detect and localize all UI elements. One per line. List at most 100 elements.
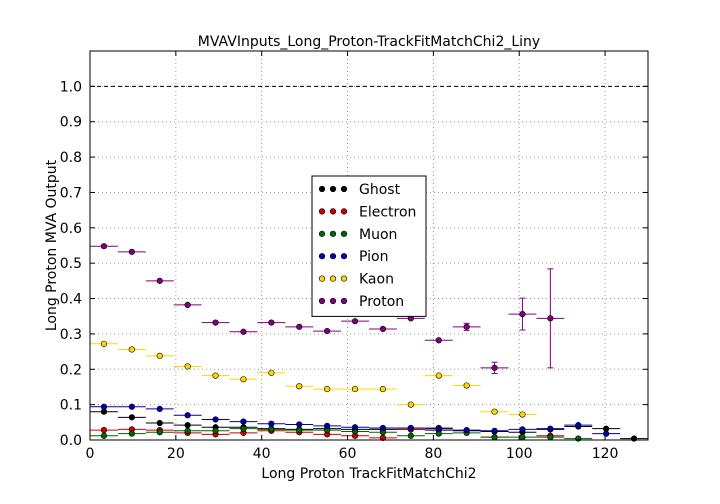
x-tick-label: 120: [592, 446, 619, 462]
data-point: [100, 340, 108, 347]
y-tick-label: 0.5: [60, 256, 82, 272]
data-point: [212, 372, 219, 379]
y-tick-label: 0.1: [60, 398, 82, 414]
data-point: [519, 311, 526, 318]
data-point: [128, 346, 135, 353]
legend-entry-proton: Proton: [318, 294, 404, 310]
data-point: [491, 427, 498, 434]
data-series: [90, 243, 648, 442]
legend-marker: [340, 185, 348, 193]
data-point: [351, 424, 359, 431]
data-point: [240, 418, 247, 425]
data-point: [435, 425, 442, 432]
x-tick-label: 20: [167, 446, 185, 462]
x-tick-label: 80: [424, 446, 442, 462]
data-point: [184, 412, 191, 419]
legend-marker: [329, 275, 337, 282]
data-point: [491, 364, 498, 371]
data-point: [603, 430, 610, 437]
legend-marker: [329, 297, 337, 305]
y-tick-label: 0.3: [60, 327, 82, 343]
data-point: [268, 319, 275, 326]
legend-entry-kaon: Kaon: [318, 272, 394, 288]
data-point: [519, 434, 526, 441]
data-point: [100, 432, 108, 439]
data-point: [463, 426, 470, 434]
data-point: [240, 376, 247, 383]
legend-label: Pion: [359, 249, 388, 265]
data-point: [128, 248, 135, 255]
data-point: [324, 385, 331, 393]
data-point: [435, 372, 442, 379]
legend-box: [311, 175, 427, 317]
legend-marker: [329, 208, 337, 215]
data-point: [379, 325, 387, 333]
data-point: [184, 363, 191, 370]
plot-area-frame: [89, 50, 649, 441]
data-point: [435, 337, 442, 344]
x-axis-label: Long Proton TrackFitMatchChi2: [261, 466, 476, 482]
data-point: [575, 422, 582, 429]
data-point: [491, 434, 498, 441]
legend-label: Proton: [359, 294, 404, 310]
data-point: [212, 416, 219, 423]
data-point: [156, 429, 163, 436]
legend-label: Electron: [359, 204, 416, 220]
data-point: [351, 385, 359, 393]
data-point: [296, 421, 303, 428]
y-tick-label: 0.6: [60, 221, 82, 237]
data-point: [296, 383, 303, 390]
data-point: [184, 422, 191, 429]
x-tick-label: 0: [86, 446, 95, 462]
legend-marker: [340, 297, 348, 305]
y-tick-label: 0.9: [60, 115, 82, 131]
legend-entry-ghost: Ghost: [318, 182, 401, 198]
data-point: [547, 425, 554, 432]
legend-marker: [340, 208, 348, 215]
y-tick-label: 1.0: [60, 79, 82, 95]
data-point: [156, 419, 163, 427]
y-axis-label: Long Proton MVA Output: [44, 159, 60, 331]
data-point: [407, 401, 414, 408]
legend-marker: [318, 297, 326, 305]
legend-marker: [318, 253, 326, 260]
data-point: [128, 430, 135, 437]
data-point: [268, 426, 275, 433]
data-point: [491, 408, 498, 415]
data-point: [379, 424, 387, 432]
y-tick-label: 0.7: [60, 185, 82, 201]
legend-entry-electron: Electron: [318, 204, 416, 220]
legend-entry-muon: Muon: [318, 227, 397, 243]
data-point: [184, 427, 191, 434]
data-point: [240, 328, 247, 335]
data-point: [547, 315, 554, 322]
data-point: [184, 301, 191, 309]
data-point: [100, 426, 108, 434]
legend-marker: [340, 230, 348, 237]
data-point: [324, 327, 331, 335]
legend-entry-pion: Pion: [318, 249, 388, 265]
data-point: [547, 434, 554, 441]
data-point: [128, 414, 135, 421]
chart-title: MVAVInputs_Long_Proton-TrackFitMatchChi2…: [198, 34, 540, 50]
data-point: [296, 323, 303, 330]
x-tick-label: 60: [339, 446, 357, 462]
data-point: [407, 424, 414, 432]
legend-marker: [340, 275, 348, 282]
data-point: [268, 369, 275, 376]
data-point: [212, 427, 219, 434]
y-tick-label: 0.4: [60, 292, 82, 308]
data-point: [351, 318, 359, 325]
legend-label: Kaon: [359, 272, 394, 288]
legend-label: Ghost: [359, 182, 401, 198]
data-point: [296, 426, 303, 434]
series-kaon: [90, 340, 537, 418]
data-point: [100, 403, 108, 410]
data-point: [463, 382, 470, 389]
data-point: [156, 277, 163, 284]
axis-ticks: 0.0 0.1 0.2 0.3 0.4 0.5 0.6 0.7 0.8 0.9 1.0 0 20 40 60…: [60, 51, 648, 462]
data-point: [324, 422, 331, 429]
data-point: [156, 352, 163, 359]
legend-marker: [329, 185, 337, 193]
